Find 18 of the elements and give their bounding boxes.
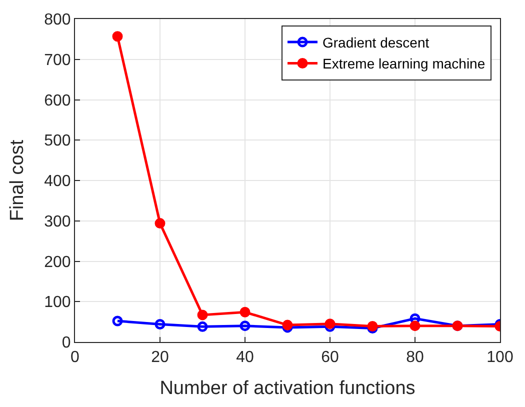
y-tick-label: 700 — [44, 52, 71, 69]
y-axis-title: Final cost — [6, 139, 28, 222]
y-tick-label: 300 — [44, 213, 71, 230]
y-tick-label: 100 — [44, 294, 71, 312]
y-tick-label: 500 — [44, 132, 71, 150]
legend-label: Extreme learning machine — [322, 56, 486, 72]
x-tick-label: 80 — [406, 349, 424, 366]
y-tick-label: 200 — [44, 254, 71, 271]
y-tick-label: 400 — [44, 173, 71, 190]
x-tick-label: 60 — [321, 349, 339, 366]
x-tick-label: 20 — [151, 349, 169, 366]
x-axis-title: Number of activation functions — [160, 378, 416, 399]
x-tick-label: 40 — [236, 349, 254, 366]
y-tick-label: 0 — [62, 334, 71, 352]
y-tick-label: 800 — [44, 12, 71, 29]
x-tick-label: 100 — [486, 349, 514, 366]
legend-label: Gradient descent — [322, 34, 430, 51]
y-tick-label: 600 — [44, 92, 71, 110]
